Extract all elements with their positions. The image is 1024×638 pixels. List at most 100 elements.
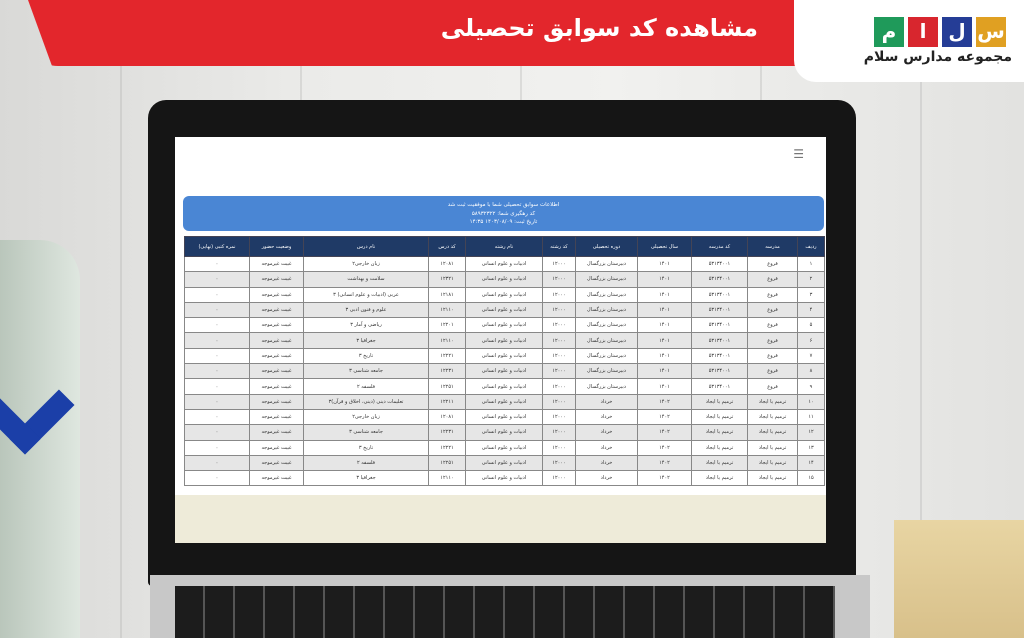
table-cell: علوم و فنون ادبی ۳	[303, 301, 429, 319]
table-cell: ۱۲۰۰۰	[542, 424, 576, 441]
table-cell: ۱۲۱۱۰	[428, 470, 466, 487]
table-cell: ۰	[184, 286, 250, 303]
table-cell: ۱	[797, 255, 825, 273]
table-cell: ترمیم یا ایجاد	[691, 470, 748, 487]
column-header: دوره تحصیلی	[575, 236, 638, 257]
table-cell: ریاضی و آمار ۳	[303, 317, 429, 334]
table-row: ۹ فروغ ۵۳۱۳۴۰۰۱ ۱۴۰۱ دبیرستان بزرگسال ۱۲۰۰۰ اد…	[184, 378, 825, 395]
table-cell: غیبت غیرموجه	[249, 424, 304, 441]
table-cell: ۱۲۰۰۰	[542, 408, 576, 426]
table-cell: ۱۲۰۰۰	[542, 301, 576, 319]
table-cell: ۱۲۲۱۱	[428, 393, 466, 410]
tracking-code: کد رهگیری شما: ۵۸۹۳۲۳۲۲	[471, 210, 536, 217]
table-cell: ترمیم یا ایجاد	[691, 439, 748, 456]
table-row: ۱ فروغ ۵۳۱۳۴۰۰۱ ۱۴۰۱ دبیرستان بزرگسال ۱۲۰۰۰ اد…	[184, 255, 825, 273]
table-cell: ۱۴۰۱	[637, 301, 692, 319]
column-header: وضعیت حضور	[249, 236, 304, 257]
column-header: نام درس	[303, 236, 429, 257]
table-row: ۳ فروغ ۵۳۱۳۴۰۰۱ ۱۴۰۱ دبیرستان بزرگسال ۱۲۰۰۰ اد…	[184, 286, 825, 303]
table-cell: ادبیات و علوم انسانی	[465, 424, 543, 441]
table-cell: ۵۳۱۳۴۰۰۱	[691, 286, 748, 303]
table-cell: فروغ	[747, 286, 798, 303]
table-cell: ۱۲۱۱۰	[428, 332, 466, 349]
logo-text: مجموعه مدارس سلام	[863, 49, 1012, 65]
logo-tile: س	[976, 17, 1006, 47]
table-cell: خرداد	[575, 470, 638, 487]
table-cell: ۶	[797, 332, 825, 349]
table-cell: تاریخ ۳	[303, 439, 429, 456]
table-row: ۲ فروغ ۵۳۱۳۴۰۰۱ ۱۴۰۱ دبیرستان بزرگسال ۱۲۰۰۰ اد…	[184, 271, 825, 288]
table-cell: ترمیم یا ایجاد	[691, 424, 748, 441]
table-cell: ۱۲۰۰۰	[542, 347, 576, 365]
table-cell: ۱۳	[797, 439, 825, 456]
table-cell: غیبت غیرموجه	[249, 347, 304, 365]
table-cell: ۱۲۲۵۱	[428, 454, 466, 472]
laptop-screen: ☰ اطلاعات سوابق تحصیلی شما با موفقیت ثبت…	[175, 137, 826, 543]
table-row: ۸ فروغ ۵۳۱۳۴۰۰۱ ۱۴۰۱ دبیرستان بزرگسال ۱۲۰۰۰ اد…	[184, 363, 825, 380]
table-cell: ۱۲۰۰۰	[542, 454, 576, 472]
table-cell: ۱۲۰۸۱	[428, 408, 466, 426]
table-row: ۴ فروغ ۵۳۱۳۴۰۰۱ ۱۴۰۱ دبیرستان بزرگسال ۱۲۰۰۰ اد…	[184, 301, 825, 319]
logo-tile: م	[874, 17, 904, 47]
table-cell: ۱۴۰۱	[637, 378, 692, 395]
table-cell: غیبت غیرموجه	[249, 332, 304, 349]
table-cell: ۱۲	[797, 424, 825, 441]
table-cell: ۵۳۱۳۴۰۰۱	[691, 363, 748, 380]
table-cell: ادبیات و علوم انسانی	[465, 363, 543, 380]
table-cell: جامعه شناسی ۳	[303, 424, 429, 441]
table-cell: دبیرستان بزرگسال	[575, 363, 638, 380]
table-cell: ۱۲۱۱۰	[428, 301, 466, 319]
table-cell: دبیرستان بزرگسال	[575, 255, 638, 273]
table-cell: ۱۵	[797, 470, 825, 487]
table-cell: ادبیات و علوم انسانی	[465, 317, 543, 334]
table-cell: ۱۲۰۰۰	[542, 255, 576, 273]
vase-decoration	[0, 240, 80, 638]
table-cell: ترمیم یا ایجاد	[747, 454, 798, 472]
table-cell: ادبیات و علوم انسانی	[465, 255, 543, 273]
table-cell: ۱۴۰۱	[637, 255, 692, 273]
table-cell: تعلیمات دینی (دینی، اخلاق و قرآن)۳	[303, 393, 429, 410]
table-cell: ادبیات و علوم انسانی	[465, 332, 543, 349]
table-cell: ۱۴۰۲	[637, 470, 692, 487]
table-cell: ۱۴۰۲	[637, 454, 692, 472]
table-cell: غیبت غیرموجه	[249, 317, 304, 334]
table-cell: فروغ	[747, 317, 798, 334]
column-header: سال تحصیلی	[637, 236, 692, 257]
table-cell: ۳	[797, 286, 825, 303]
table-row: ۱۱ ترمیم یا ایجاد ترمیم یا ایجاد ۱۴۰۲ خرداد ۱…	[184, 408, 825, 426]
table-cell: ۰	[184, 439, 250, 456]
table-cell: غیبت غیرموجه	[249, 286, 304, 303]
logo: س ل ا م مجموعه مدارس سلام	[794, 0, 1024, 82]
table-cell: ۵۳۱۳۴۰۰۱	[691, 271, 748, 288]
registration-date: تاریخ ثبت: ۱۴۰۳/۰۸/۰۹ ۱۴:۳۵	[469, 219, 538, 225]
table-cell: ۵۳۱۳۴۰۰۱	[691, 378, 748, 395]
table-cell: ترمیم یا ایجاد	[747, 424, 798, 441]
table-cell: غیبت غیرموجه	[249, 271, 304, 288]
table-cell: خرداد	[575, 393, 638, 410]
table-cell: ۱۲۰۰۰	[542, 470, 576, 487]
success-banner: اطلاعات سوابق تحصیلی شما با موفقیت ثبت ش…	[183, 196, 824, 231]
table-cell: دبیرستان بزرگسال	[575, 317, 638, 334]
table-cell: دبیرستان بزرگسال	[575, 271, 638, 288]
keyboard	[175, 586, 835, 638]
table-row: ۷ فروغ ۵۳۱۳۴۰۰۱ ۱۴۰۱ دبیرستان بزرگسال ۱۲۰۰۰ اد…	[184, 347, 825, 365]
table-cell: خرداد	[575, 408, 638, 426]
table-cell: غیبت غیرموجه	[249, 470, 304, 487]
page-title: مشاهده کد سوابق تحصیلی	[440, 14, 758, 42]
table-cell: ۰	[184, 271, 250, 288]
table-cell: ترمیم یا ایجاد	[747, 408, 798, 426]
table-cell: ۵۳۱۳۴۰۰۱	[691, 255, 748, 273]
table-cell: ادبیات و علوم انسانی	[465, 286, 543, 303]
table-cell: ۱۲۰۰۰	[542, 393, 576, 410]
table-cell: خرداد	[575, 439, 638, 456]
table-cell: ۱۴۰۲	[637, 439, 692, 456]
table-cell: ۱۴۰۱	[637, 363, 692, 380]
table-cell: ۱۴۰۱	[637, 286, 692, 303]
notebooks-decoration	[894, 520, 1024, 638]
table-cell: ۱۴۰۱	[637, 332, 692, 349]
list-icon[interactable]: ☰	[793, 147, 804, 161]
table-cell: ۲	[797, 271, 825, 288]
table-row: ۶ فروغ ۵۳۱۳۴۰۰۱ ۱۴۰۱ دبیرستان بزرگسال ۱۲۰۰۰ اد…	[184, 332, 825, 349]
table-cell: ۰	[184, 393, 250, 410]
table-cell: ۱۴	[797, 454, 825, 472]
